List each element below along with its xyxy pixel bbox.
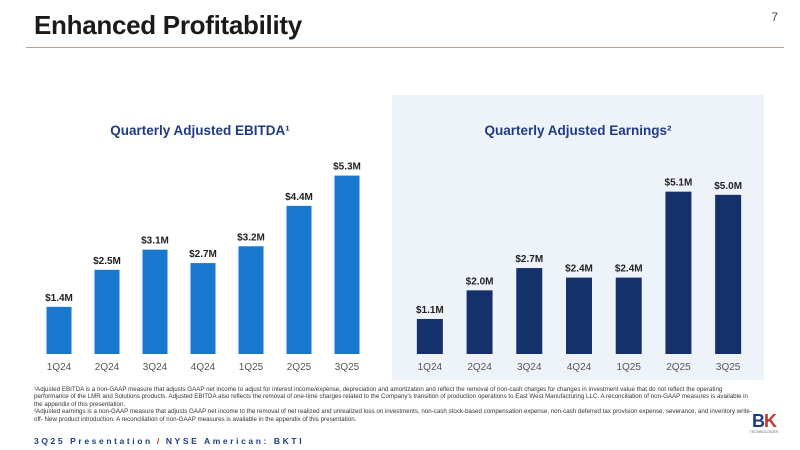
- ebitda-bar: [46, 306, 72, 354]
- earnings-tick-label: 4Q24: [567, 362, 592, 373]
- earnings-data-label: $5.1M: [665, 178, 693, 189]
- ebitda-tick-label: 1Q24: [47, 362, 72, 373]
- logo-letter-k: K: [764, 411, 777, 431]
- ebitda-bar: [142, 249, 168, 354]
- ebitda-tick-label: 1Q25: [239, 362, 264, 373]
- earnings-tick-label: 3Q25: [716, 362, 741, 373]
- earnings-data-label: $2.0M: [466, 276, 494, 287]
- ebitda-tick-label: 3Q25: [335, 362, 360, 373]
- ebitda-bar: [238, 246, 264, 354]
- page-number: 7: [771, 10, 778, 24]
- earnings-data-label: $2.4M: [615, 264, 643, 275]
- footnote-earnings: ²Adjusted earnings is a non-GAAP measure…: [34, 408, 752, 423]
- ebitda-tick-label: 2Q25: [287, 362, 312, 373]
- ebitda-bar: [334, 175, 360, 354]
- ebitda-tick-label: 4Q24: [191, 362, 216, 373]
- earnings-data-label: $2.7M: [515, 254, 543, 265]
- logo-letter-b: B: [752, 411, 765, 431]
- ebitda-data-label: $2.7M: [189, 249, 217, 260]
- earnings-tick-label: 3Q24: [517, 362, 542, 373]
- earnings-data-label: $5.0M: [714, 181, 742, 192]
- ebitda-data-label: $2.5M: [93, 256, 121, 267]
- footnote-ebitda: ¹Adjusted EBITDA is a non-GAAP measure t…: [34, 386, 748, 408]
- ebitda-data-label: $1.4M: [45, 293, 73, 304]
- page-title: Enhanced Profitability: [34, 10, 302, 40]
- ebitda-tick-label: 3Q24: [143, 362, 168, 373]
- footer: 3Q25 Presentation / NYSE American: BKTI: [34, 436, 304, 446]
- earnings-tick-label: 1Q24: [418, 362, 443, 373]
- ebitda-chart-title: Quarterly Adjusted EBITDA¹: [110, 123, 290, 138]
- earnings-bar: [665, 191, 692, 354]
- ebitda-bar: [286, 205, 312, 354]
- footer-separator: /: [156, 436, 162, 446]
- ebitda-data-label: $3.2M: [237, 232, 265, 243]
- earnings-data-label: $2.4M: [565, 264, 593, 275]
- company-logo: BK TECHNOLOGIES: [748, 412, 780, 435]
- ebitda-data-label: $4.4M: [285, 192, 313, 203]
- earnings-tick-label: 1Q25: [616, 362, 641, 373]
- earnings-tick-label: 2Q25: [666, 362, 691, 373]
- ebitda-data-label: $5.3M: [333, 162, 361, 173]
- title-divider: [26, 47, 784, 48]
- earnings-bar: [715, 194, 742, 354]
- footer-presentation: 3Q25 Presentation: [34, 436, 153, 446]
- logo-mark: BK: [748, 412, 780, 430]
- earnings-tick-label: 2Q24: [467, 362, 492, 373]
- earnings-chart-title: Quarterly Adjusted Earnings²: [484, 123, 672, 138]
- earnings-bar: [566, 277, 592, 354]
- earnings-bar: [516, 268, 543, 354]
- ebitda-bar: [94, 269, 120, 354]
- earnings-data-label: $1.1M: [416, 305, 444, 316]
- earnings-bar: [615, 277, 642, 354]
- ebitda-data-label: $3.1M: [141, 236, 169, 247]
- footnotes: ¹Adjusted EBITDA is a non-GAAP measure t…: [34, 386, 752, 423]
- ebitda-bar: [190, 263, 216, 354]
- earnings-bar: [466, 290, 493, 354]
- logo-subtext: TECHNOLOGIES: [749, 430, 779, 434]
- earnings-bar: [416, 318, 443, 354]
- footer-ticker: NYSE American: BKTI: [165, 436, 305, 446]
- ebitda-tick-label: 2Q24: [95, 362, 120, 373]
